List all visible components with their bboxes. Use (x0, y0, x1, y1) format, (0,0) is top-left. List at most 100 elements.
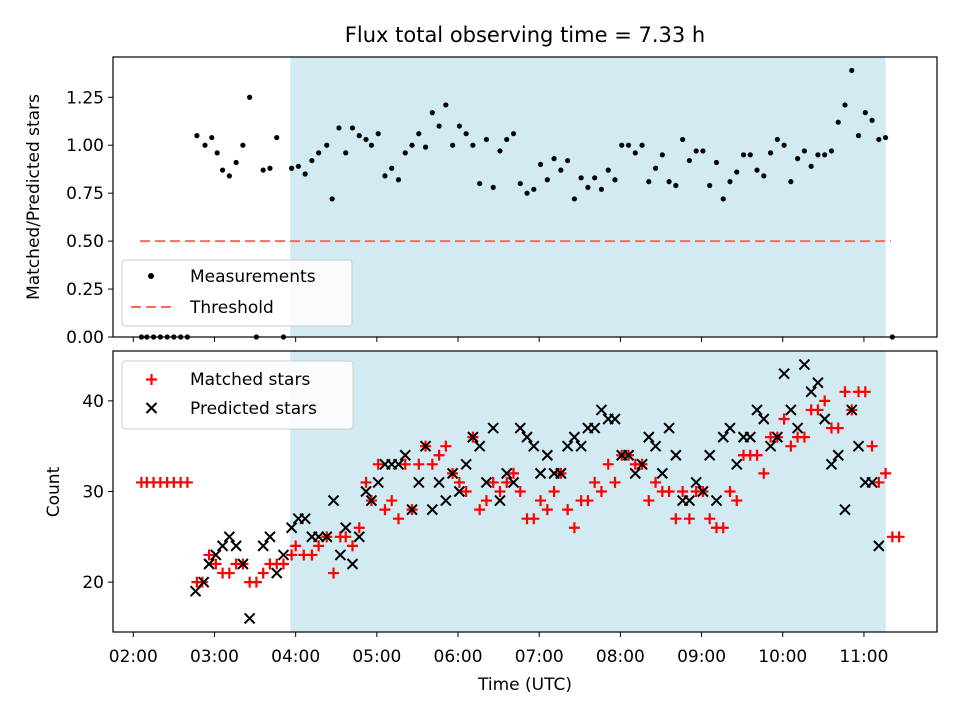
predicted-star-point (264, 531, 276, 543)
legend-measurements-marker (148, 273, 154, 279)
predicted-star-point (334, 549, 347, 561)
measurement-point (214, 150, 220, 156)
matched-star-point (758, 467, 770, 479)
matched-star-point (257, 567, 269, 579)
predicted-star-point (210, 549, 222, 561)
measurement-point (209, 134, 215, 141)
matched-star-point (514, 486, 526, 497)
measurement-point (450, 142, 456, 148)
predicted-star-point (312, 531, 325, 543)
matched-star-point (535, 495, 547, 507)
top-marks (138, 67, 895, 340)
predicted-star-point (751, 404, 763, 416)
predicted-star-point (812, 377, 824, 389)
measurement-point (612, 177, 618, 183)
matched-star-point (494, 486, 506, 497)
matched-star-point (501, 476, 513, 488)
measurement-point (632, 150, 638, 156)
predicted-star-point (189, 585, 202, 597)
predicted-star-point (555, 467, 567, 480)
measurement-point (324, 142, 330, 148)
matched-star-point (528, 513, 540, 525)
predicted-star-point (785, 404, 797, 416)
measurement-point (808, 163, 814, 169)
predicted-star-point (846, 404, 858, 416)
predicted-star-point (197, 576, 210, 588)
measurement-point (329, 196, 335, 202)
measurement-point (862, 110, 868, 116)
matched-star-point (650, 476, 662, 488)
measurement-point (700, 148, 706, 154)
measurement-point (336, 125, 342, 131)
predicted-star-point (480, 476, 493, 489)
matched-star-point (751, 449, 763, 461)
matched-star-point (731, 495, 743, 507)
measurement-point (849, 67, 855, 74)
measurement-point (402, 150, 408, 156)
predicted-star-point (575, 440, 587, 452)
measurement-point (754, 167, 760, 173)
measurement-point (226, 173, 232, 179)
predicted-star-point (453, 485, 466, 498)
measurement-point (693, 148, 699, 154)
matched-star-point (595, 486, 607, 497)
matched-star-point (203, 549, 215, 561)
measurement-point (828, 148, 835, 154)
top-x-ticks (132, 337, 865, 342)
matched-star-point (683, 513, 695, 525)
top-y-tick-label: 0.75 (66, 184, 104, 204)
matched-star-point (866, 440, 878, 452)
matched-star-point (353, 522, 365, 534)
matched-star-point (223, 567, 235, 579)
predicted-star-point (399, 449, 411, 461)
x-tick-label: 08:00 (596, 647, 645, 667)
matched-star-point (819, 395, 831, 407)
matched-star-point (399, 458, 411, 470)
matched-star-point (346, 540, 358, 552)
matched-star-point (602, 458, 614, 470)
chart-title: Flux total observing time = 7.33 h (345, 23, 705, 47)
x-tick-label: 10:00 (758, 647, 807, 667)
top-frame (112, 56, 938, 338)
predicted-star-point (703, 449, 716, 461)
matched-star-point (704, 513, 716, 525)
matched-star-point (582, 495, 594, 507)
measurement-point (477, 180, 483, 187)
predicted-star-point (271, 567, 283, 579)
predicted-star-point (528, 440, 540, 452)
measurement-point (598, 186, 605, 192)
predicted-star-point (419, 440, 432, 452)
matched-star-point (181, 476, 193, 488)
x-tick-label: 03:00 (190, 647, 239, 667)
top-panel: 0.00 0.25 0.50 0.75 1.00 1.25 Flux total obse… (24, 23, 938, 348)
measurement-point (734, 169, 740, 175)
matched-star-point (880, 467, 892, 479)
measurement-point (815, 152, 821, 158)
measurement-point (605, 167, 611, 173)
measurement-point (673, 182, 679, 189)
measurement-point (747, 152, 753, 158)
predicted-star-point (243, 612, 256, 625)
predicted-star-point (744, 431, 756, 443)
matched-star-point (440, 440, 452, 452)
measurement-point (720, 196, 726, 202)
measurement-point (646, 179, 652, 185)
measurement-point (416, 131, 422, 137)
predicted-star-point (541, 449, 554, 461)
predicted-star-point (346, 558, 359, 570)
predicted-star-point (636, 458, 648, 471)
measurement-point (260, 167, 266, 173)
top-y-ticks: 0.00 0.25 0.50 0.75 1.00 1.25 (66, 88, 113, 348)
matched-star-point (839, 386, 851, 398)
predicted-star-point (873, 540, 885, 552)
measurement-point (781, 142, 787, 148)
measurement-point (795, 156, 801, 162)
predicted-star-point (413, 476, 425, 489)
predicted-star-point (839, 503, 851, 516)
measurement-point (202, 142, 208, 148)
predicted-star-point (460, 458, 472, 471)
measurement-point (876, 136, 882, 143)
x-tick-label: 06:00 (434, 647, 483, 667)
measurement-point (504, 136, 510, 143)
predicted-star-point (758, 413, 770, 425)
